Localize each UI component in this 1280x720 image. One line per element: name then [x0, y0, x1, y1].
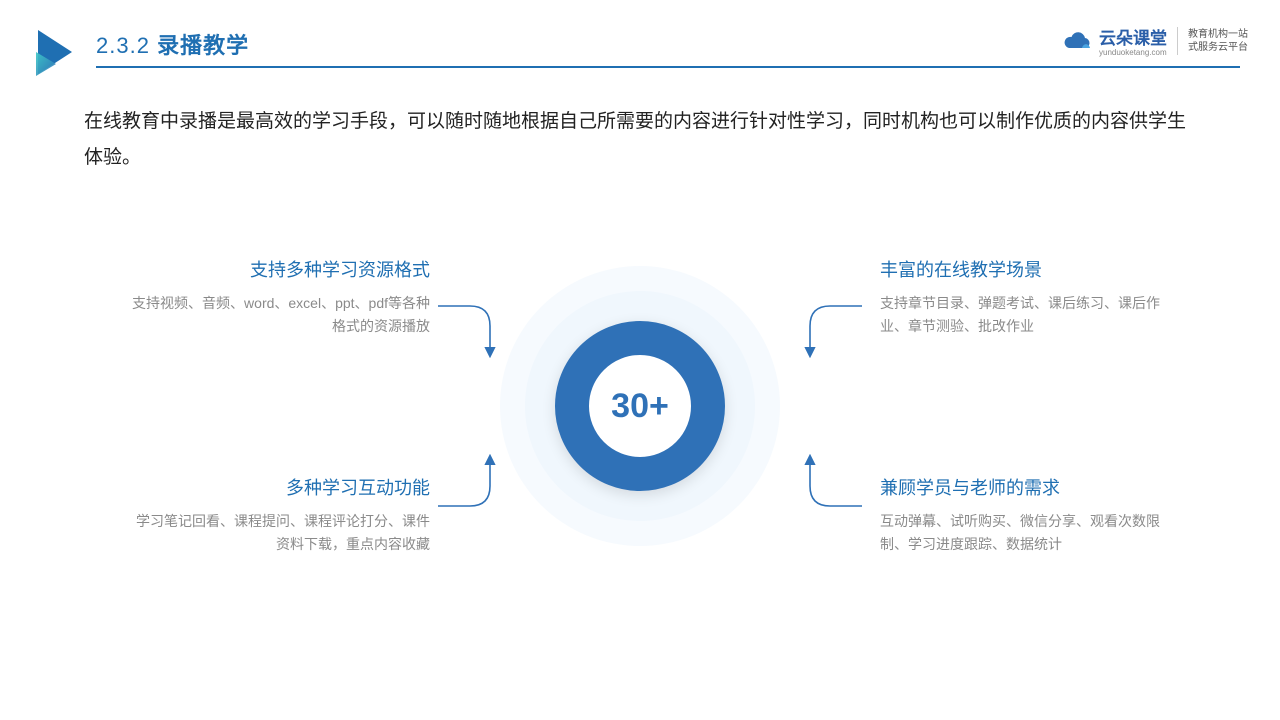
feature-title: 丰富的在线教学场景: [880, 256, 1180, 282]
feature-top-right: 丰富的在线教学场景 支持章节目录、弹题考试、课后练习、课后作业、章节测验、批改作…: [880, 256, 1180, 338]
feature-title: 多种学习互动功能: [130, 474, 430, 500]
brand-left: 云朵课堂 yunduoketang.com: [1063, 24, 1167, 57]
center-circle: 30+: [500, 266, 780, 546]
feature-desc: 支持视频、音频、word、excel、ppt、pdf等各种格式的资源播放: [130, 292, 430, 338]
brand-domain: yunduoketang.com: [1099, 48, 1167, 57]
cloud-icon: [1063, 30, 1093, 52]
feature-title: 支持多种学习资源格式: [130, 256, 430, 282]
feature-bottom-right: 兼顾学员与老师的需求 互动弹幕、试听购买、微信分享、观看次数限制、学习进度跟踪、…: [880, 474, 1180, 556]
play-icon: [34, 28, 76, 76]
feature-desc: 互动弹幕、试听购买、微信分享、观看次数限制、学习进度跟踪、数据统计: [880, 510, 1180, 556]
brand-tagline: 教育机构一站 式服务云平台: [1188, 28, 1248, 54]
brand-tagline-line2: 式服务云平台: [1188, 41, 1248, 54]
feature-desc: 学习笔记回看、课程提问、课程评论打分、课件资料下载，重点内容收藏: [130, 510, 430, 556]
intro-paragraph: 在线教育中录播是最高效的学习手段，可以随时随地根据自己所需要的内容进行针对性学习…: [84, 104, 1196, 176]
title-underline: [96, 66, 1240, 68]
feature-bottom-left: 多种学习互动功能 学习笔记回看、课程提问、课程评论打分、课件资料下载，重点内容收…: [130, 474, 430, 556]
feature-diagram: 30+ 支持多种学习资源格式 支持视频、音频、word、excel、ppt、pd…: [0, 216, 1280, 596]
brand-name: 云朵课堂: [1099, 24, 1167, 49]
brand-logo: 云朵课堂 yunduoketang.com 教育机构一站 式服务云平台: [1063, 24, 1248, 57]
section-number: 2.3.2: [96, 33, 150, 58]
ring: 30+: [555, 321, 725, 491]
section-title-text: 录播教学: [157, 33, 249, 58]
feature-desc: 支持章节目录、弹题考试、课后练习、课后作业、章节测验、批改作业: [880, 292, 1180, 338]
brand-divider: [1177, 27, 1178, 55]
brand-tagline-line1: 教育机构一站: [1188, 28, 1248, 41]
feature-top-left: 支持多种学习资源格式 支持视频、音频、word、excel、ppt、pdf等各种…: [130, 256, 430, 338]
feature-title: 兼顾学员与老师的需求: [880, 474, 1180, 500]
brand-text: 云朵课堂 yunduoketang.com: [1099, 24, 1167, 57]
center-label: 30+: [589, 355, 691, 457]
